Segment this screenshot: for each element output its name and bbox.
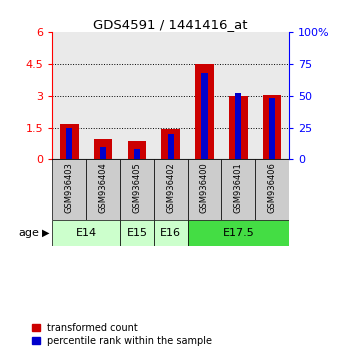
Bar [86, 159, 120, 220]
Bar [52, 159, 86, 220]
Legend: transformed count, percentile rank within the sample: transformed count, percentile rank withi… [32, 323, 213, 346]
Bar [52, 220, 120, 246]
Bar [162, 129, 180, 159]
Bar [94, 139, 113, 159]
Text: E14: E14 [76, 228, 97, 238]
Bar [60, 124, 78, 159]
Text: GSM936406: GSM936406 [268, 162, 276, 213]
Bar [263, 95, 281, 159]
Bar [188, 32, 221, 159]
Text: GSM936404: GSM936404 [99, 162, 107, 213]
Text: E16: E16 [160, 228, 181, 238]
Bar [201, 73, 208, 159]
Bar [154, 159, 188, 220]
Bar [235, 93, 241, 159]
Bar [134, 149, 140, 159]
Bar [229, 96, 247, 159]
Text: GSM936401: GSM936401 [234, 162, 243, 213]
Title: GDS4591 / 1441416_at: GDS4591 / 1441416_at [93, 18, 248, 31]
Bar [154, 220, 188, 246]
Bar [188, 159, 221, 220]
Bar [221, 32, 255, 159]
Bar [120, 159, 154, 220]
Bar [255, 159, 289, 220]
Text: age: age [18, 228, 39, 238]
Bar [120, 220, 154, 246]
Bar [52, 32, 86, 159]
Bar [195, 64, 214, 159]
Text: GSM936403: GSM936403 [65, 162, 74, 213]
Bar [128, 141, 146, 159]
Bar [269, 98, 275, 159]
Bar [188, 220, 289, 246]
Bar [255, 32, 289, 159]
Text: GSM936405: GSM936405 [132, 162, 141, 213]
Text: GSM936402: GSM936402 [166, 162, 175, 213]
Text: ▶: ▶ [42, 228, 49, 238]
Bar [86, 32, 120, 159]
Text: GSM936400: GSM936400 [200, 162, 209, 213]
Text: E15: E15 [126, 228, 147, 238]
Bar [120, 32, 154, 159]
Bar [66, 127, 72, 159]
Bar [100, 147, 106, 159]
Text: E17.5: E17.5 [222, 228, 254, 238]
Bar [154, 32, 188, 159]
Bar [221, 159, 255, 220]
Bar [168, 134, 174, 159]
